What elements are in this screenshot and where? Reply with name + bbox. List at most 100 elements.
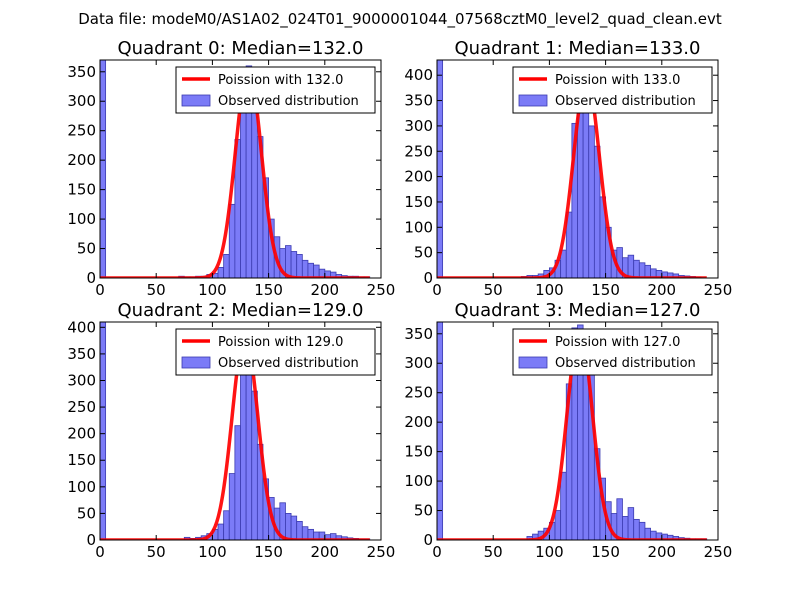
y-tick-label: 150 <box>404 193 433 211</box>
histogram-bar <box>638 262 646 278</box>
poisson-curve <box>100 67 371 278</box>
x-tick-label: 100 <box>198 281 227 299</box>
histogram-bar <box>290 251 298 278</box>
x-tick-label: 0 <box>95 281 105 299</box>
x-tick-label: 100 <box>535 281 564 299</box>
x-tick-label: 200 <box>647 543 676 561</box>
legend-label-observed: Observed distribution <box>218 94 359 109</box>
histogram-bar <box>560 471 567 540</box>
x-tick-label: 100 <box>198 543 227 561</box>
axes-frame <box>436 321 719 541</box>
axes-frame <box>99 321 382 541</box>
y-tick-label: 0 <box>86 269 96 287</box>
histogram-bar <box>554 510 562 540</box>
y-tick-label: 400 <box>404 66 433 84</box>
poisson-curve <box>100 333 371 540</box>
histogram-bar <box>644 527 651 540</box>
x-tick-label: 250 <box>704 543 733 561</box>
y-tick-label: 400 <box>67 318 96 336</box>
x-tick-label: 150 <box>254 281 283 299</box>
y-tick-label: 300 <box>67 92 96 110</box>
histogram-bar <box>301 526 309 540</box>
y-tick-label: 150 <box>67 451 96 469</box>
y-tick-label: 150 <box>404 443 433 461</box>
legend-patch-swatch <box>518 356 548 369</box>
legend-label-poisson: Poission with 129.0 <box>218 335 343 350</box>
legend: Poission with 129.0 Observed distribution <box>175 328 376 376</box>
y-tick-label: 250 <box>404 384 433 402</box>
y-tick-label: 100 <box>67 210 96 228</box>
histogram-bar <box>313 264 320 278</box>
legend-label-observed: Observed distribution <box>555 94 696 109</box>
y-tick-label: 200 <box>67 425 96 443</box>
histogram-bar <box>638 521 646 540</box>
x-tick-label: 0 <box>432 281 442 299</box>
y-tick-label: 350 <box>404 92 433 110</box>
x-tick-label: 50 <box>484 281 503 299</box>
x-tick-label: 0 <box>95 543 105 561</box>
x-tick-label: 250 <box>367 281 396 299</box>
x-tick-label: 250 <box>704 281 733 299</box>
y-tick-label: 250 <box>67 122 96 140</box>
legend-label-poisson: Poission with 132.0 <box>218 73 343 88</box>
figure-suptitle: Data file: modeM0/AS1A02_024T01_90000010… <box>78 10 722 29</box>
y-tick-label: 0 <box>423 269 433 287</box>
subplot-title: Quadrant 2: Median=129.0 <box>118 300 364 321</box>
histogram-bar <box>290 515 298 540</box>
legend-label-poisson: Poission with 133.0 <box>555 73 680 88</box>
histogram-bar <box>296 254 303 278</box>
subplot-title: Quadrant 3: Median=127.0 <box>455 300 701 321</box>
x-tick-label: 100 <box>535 543 564 561</box>
x-tick-label: 150 <box>254 543 283 561</box>
y-tick-label: 50 <box>414 244 433 262</box>
x-tick-label: 250 <box>367 543 396 561</box>
x-tick-label: 150 <box>591 543 620 561</box>
y-tick-label: 0 <box>86 531 96 549</box>
x-tick-label: 200 <box>647 281 676 299</box>
y-tick-label: 50 <box>77 240 96 258</box>
y-tick-label: 50 <box>414 502 433 520</box>
subplot-0: 0 50 100 150 200 250 0 50 100 150 200 250 300 350 Quad… <box>67 38 395 299</box>
subplot-3: 0 50 100 150 200 250 0 50 100 150 200 250 300 350 Quad… <box>404 300 732 561</box>
x-tick-label: 150 <box>591 281 620 299</box>
histogram-bar <box>240 369 247 540</box>
y-tick-label: 250 <box>67 398 96 416</box>
x-tick-label: 50 <box>147 543 166 561</box>
axes-frame <box>436 59 719 279</box>
histogram-bar <box>223 510 230 540</box>
histogram-bar <box>228 203 236 278</box>
legend: Poission with 132.0 Observed distribution <box>175 66 376 114</box>
y-tick-label: 100 <box>67 478 96 496</box>
histogram-bar <box>234 425 241 540</box>
subplot-1: 0 50 100 150 200 250 0 50 100 150 200 250 300 350 400 Q… <box>404 38 732 299</box>
y-tick-label: 0 <box>423 531 433 549</box>
plot-area <box>100 60 371 278</box>
y-tick-label: 150 <box>67 181 96 199</box>
histogram-bar <box>307 262 314 278</box>
histogram-bar <box>228 473 236 540</box>
histogram-bar <box>616 498 623 540</box>
histogram-bar <box>582 105 590 278</box>
histogram-bar <box>627 254 635 278</box>
legend: Poission with 127.0 Observed distribution <box>512 328 713 376</box>
histogram-bar <box>217 266 225 278</box>
y-tick-label: 100 <box>404 472 433 490</box>
histogram-bar <box>285 513 292 540</box>
histogram-bar <box>644 264 651 278</box>
histogram-bar <box>100 322 107 540</box>
y-tick-label: 200 <box>404 413 433 431</box>
subplot-title: Quadrant 0: Median=132.0 <box>118 38 364 59</box>
axes-frame <box>99 59 382 279</box>
x-tick-label: 50 <box>484 543 503 561</box>
histogram-bar <box>437 322 444 540</box>
histogram-bar <box>622 516 629 540</box>
histogram-bar <box>627 507 635 540</box>
y-tick-label: 100 <box>404 218 433 236</box>
y-tick-label: 300 <box>404 354 433 372</box>
histogram-bar <box>301 259 309 278</box>
histogram-bar <box>588 125 595 278</box>
x-tick-label: 50 <box>147 281 166 299</box>
legend-label-observed: Observed distribution <box>218 356 359 371</box>
legend-patch-swatch <box>518 94 548 107</box>
